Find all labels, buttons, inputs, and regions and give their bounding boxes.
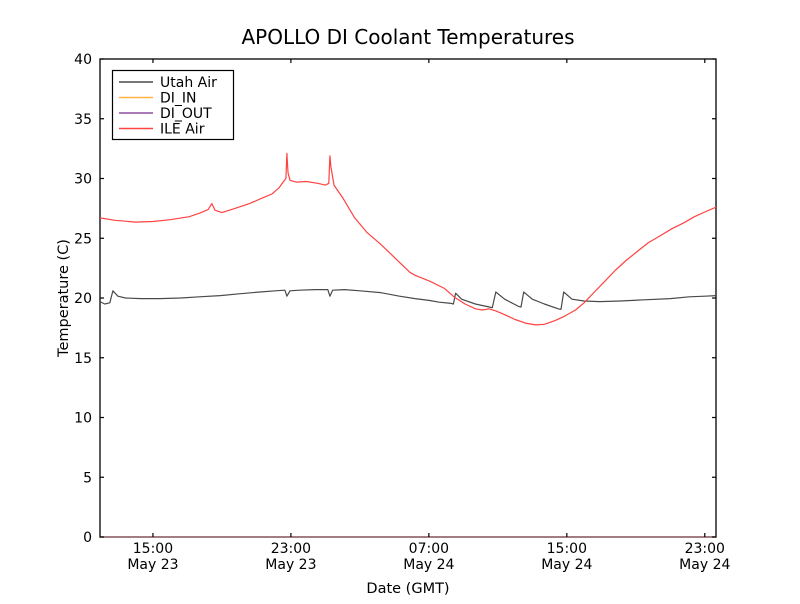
x-tick-label-date: May 24	[679, 557, 730, 573]
y-tick-label: 25	[74, 231, 92, 247]
series-line-utah-air	[99, 289, 717, 310]
y-tick-label: 10	[74, 411, 92, 427]
y-tick-label: 5	[83, 470, 92, 486]
legend-label-di-in: DI_IN	[160, 91, 197, 107]
series-line-ile-air	[99, 152, 717, 326]
legend: Utah Air DI_IN DI_OUT ILE Air	[111, 69, 235, 141]
x-tick-label-date: May 24	[541, 557, 592, 573]
x-tick-label-time: 23:00	[271, 541, 311, 557]
x-tick-label-date: May 23	[127, 557, 178, 573]
y-tick-label: 20	[74, 291, 92, 307]
y-axis-label: Temperature (C)	[56, 239, 72, 358]
y-tick-label: 0	[83, 530, 92, 546]
y-tick-label: 40	[74, 52, 92, 68]
legend-label-di-out: DI_OUT	[160, 106, 212, 122]
x-axis-label: Date (GMT)	[366, 581, 449, 597]
x-tick-label-time: 15:00	[547, 541, 587, 557]
y-tick-label: 15	[74, 351, 92, 367]
legend-label-ile-air: ILE Air	[160, 122, 205, 138]
chart-title: APOLLO DI Coolant Temperatures	[241, 25, 574, 49]
legend-label-utah-air: Utah Air	[160, 75, 217, 91]
x-tick-label-time: 23:00	[685, 541, 725, 557]
y-tick-label: 35	[74, 112, 92, 128]
x-tick-label-time: 07:00	[409, 541, 449, 557]
series-layer	[99, 152, 717, 538]
x-tick-label-date: May 23	[265, 557, 316, 573]
x-tick-label-time: 15:00	[133, 541, 173, 557]
x-tick-label-date: May 24	[403, 557, 454, 573]
y-tick-label: 30	[74, 172, 92, 188]
